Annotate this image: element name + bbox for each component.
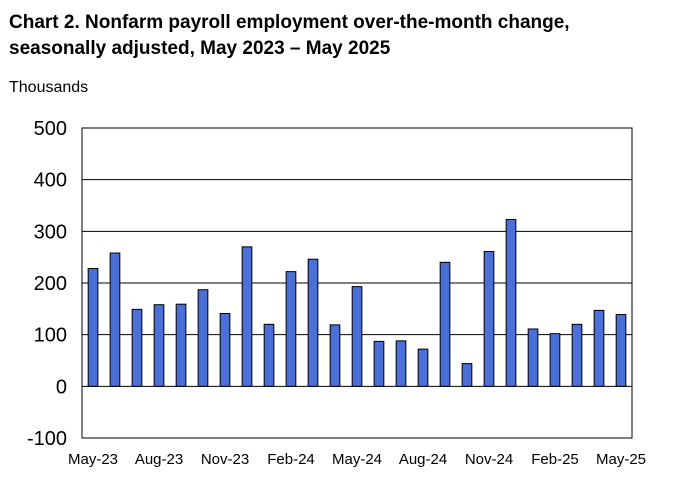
bar — [615, 314, 627, 387]
x-tick-label: Feb-25 — [531, 451, 579, 468]
bar — [439, 261, 451, 387]
chart-title: Chart 2. Nonfarm payroll employment over… — [9, 12, 570, 59]
bar — [109, 252, 121, 387]
bar — [351, 286, 363, 387]
y-tick-label: 400 — [34, 170, 67, 192]
y-axis-label: Thousands — [9, 79, 89, 96]
bar — [197, 289, 209, 387]
y-tick-label: 500 — [34, 118, 67, 140]
bar — [175, 303, 187, 387]
y-tick-label: 300 — [34, 221, 67, 243]
bar — [131, 308, 143, 387]
bar — [549, 333, 561, 387]
x-tick-label: Feb-24 — [267, 451, 315, 468]
x-tick-label: Aug-23 — [135, 451, 183, 468]
x-tick-label: May-24 — [332, 451, 382, 468]
x-tick-label: Aug-24 — [399, 451, 447, 468]
bar — [263, 323, 275, 387]
y-tick-label: 100 — [34, 325, 67, 347]
bar — [329, 324, 341, 387]
bar — [87, 268, 99, 387]
bar — [505, 218, 517, 387]
bar — [571, 323, 583, 387]
y-tick-label: -100 — [27, 428, 67, 450]
y-tick-label: 200 — [34, 273, 67, 295]
x-tick-label: Nov-24 — [465, 451, 513, 468]
bar — [285, 271, 297, 387]
bar — [373, 340, 385, 387]
bar — [461, 363, 473, 387]
x-tick-label: Nov-23 — [201, 451, 249, 468]
bar — [153, 304, 165, 387]
bar — [593, 309, 605, 387]
bar — [241, 246, 253, 387]
bar — [417, 348, 429, 387]
bar — [483, 250, 495, 387]
y-tick-label: 0 — [56, 376, 67, 398]
bar — [307, 258, 319, 387]
x-tick-label: May-25 — [596, 451, 646, 468]
bar — [527, 328, 539, 387]
x-tick-label: May-23 — [68, 451, 118, 468]
bar — [219, 312, 231, 387]
bar — [395, 340, 407, 387]
